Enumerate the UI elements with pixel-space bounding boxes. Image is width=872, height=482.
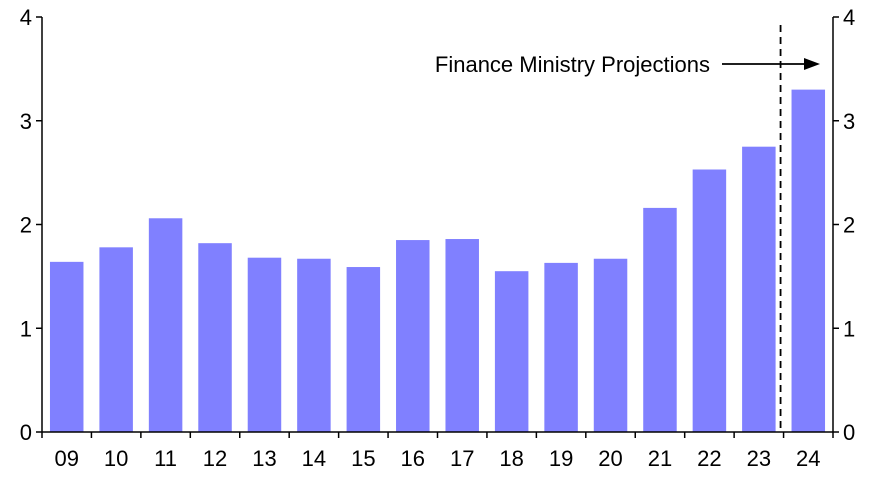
x-tick-label: 10	[104, 446, 128, 471]
bar-16	[396, 240, 430, 432]
bar-20	[593, 258, 628, 432]
x-tick-label: 20	[598, 446, 622, 471]
x-tick-label: 18	[499, 446, 523, 471]
x-tick-label: 15	[351, 446, 375, 471]
bar-22	[692, 169, 727, 432]
x-tick-label: 22	[697, 446, 721, 471]
bars-group	[49, 89, 826, 432]
y-tick-label-left: 1	[20, 316, 32, 341]
bar-13	[247, 257, 282, 432]
x-tick-label: 14	[302, 446, 326, 471]
x-tick-label: 16	[401, 446, 425, 471]
bar-21	[643, 207, 677, 432]
arrowhead-icon	[804, 58, 820, 70]
bar-09	[49, 261, 84, 432]
y-tick-label-left: 3	[20, 109, 32, 134]
y-tick-label-right: 1	[843, 316, 855, 341]
x-tick-label: 21	[648, 446, 672, 471]
bar-14	[297, 258, 331, 432]
bar-18	[494, 271, 529, 432]
bar-15	[346, 267, 381, 432]
y-tick-label-left: 0	[20, 420, 32, 445]
x-tick-label: 23	[747, 446, 771, 471]
bar-24	[791, 89, 826, 432]
y-tick-label-left: 4	[20, 5, 32, 30]
x-tick-label: 17	[450, 446, 474, 471]
bar-11	[148, 218, 183, 432]
x-tick-label: 19	[549, 446, 573, 471]
bar-12	[198, 243, 232, 432]
bar-23	[742, 146, 776, 432]
y-tick-label-right: 2	[843, 213, 855, 238]
bar-19	[544, 262, 578, 432]
x-tick-label: 12	[203, 446, 227, 471]
y-ticks-right-group: 0 1 2 3 4	[833, 5, 855, 445]
bar-10	[99, 247, 133, 432]
x-tick-label: 09	[54, 446, 78, 471]
y-tick-label-right: 4	[843, 5, 855, 30]
projection-annotation: Finance Ministry Projections	[435, 25, 820, 432]
x-tick-label: 11	[154, 446, 177, 471]
projection-annotation-text: Finance Ministry Projections	[435, 52, 710, 77]
y-tick-label-left: 2	[20, 213, 32, 238]
y-ticks-left-group: 0 1 2 3 4	[20, 5, 42, 445]
y-tick-label-right: 0	[843, 420, 855, 445]
bar-17	[445, 239, 479, 432]
x-tick-label: 13	[252, 446, 276, 471]
x-tick-label: 24	[796, 446, 820, 471]
x-ticks-group: 09 10 11 12 13 14 15 16 17 18 19 20 21 22 23 24	[41, 432, 834, 471]
y-tick-label-right: 3	[843, 109, 855, 134]
